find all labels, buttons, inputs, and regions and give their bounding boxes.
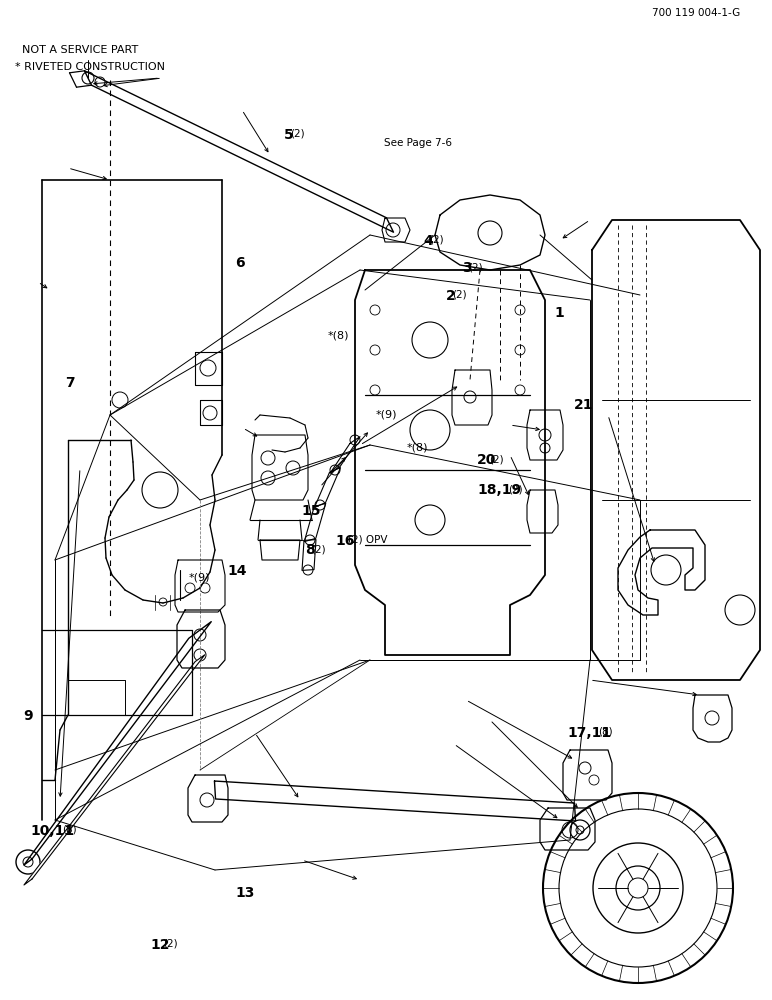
Polygon shape bbox=[592, 220, 760, 680]
Text: *(8): *(8) bbox=[407, 442, 428, 452]
Text: 2: 2 bbox=[446, 289, 456, 303]
Text: (2): (2) bbox=[452, 290, 467, 300]
Text: (2): (2) bbox=[508, 484, 523, 494]
Text: 700 119 004-1-G: 700 119 004-1-G bbox=[652, 8, 740, 18]
Text: 17,11: 17,11 bbox=[567, 726, 611, 740]
Text: (2): (2) bbox=[468, 262, 482, 272]
Polygon shape bbox=[693, 695, 732, 742]
Polygon shape bbox=[355, 270, 545, 655]
Text: (2): (2) bbox=[311, 544, 326, 554]
Text: 12: 12 bbox=[151, 938, 170, 952]
Polygon shape bbox=[24, 655, 205, 885]
Text: 16: 16 bbox=[336, 534, 355, 548]
Text: (2): (2) bbox=[489, 454, 504, 464]
Polygon shape bbox=[215, 781, 576, 821]
Text: *(8): *(8) bbox=[328, 330, 350, 340]
Text: *(9): *(9) bbox=[189, 572, 211, 582]
Text: 4: 4 bbox=[423, 234, 433, 248]
Text: 6: 6 bbox=[235, 256, 245, 270]
Text: NOT A SERVICE PART: NOT A SERVICE PART bbox=[15, 45, 139, 55]
Text: 3: 3 bbox=[462, 261, 471, 275]
Text: (2): (2) bbox=[290, 129, 305, 139]
Text: 13: 13 bbox=[235, 886, 255, 900]
Text: 10,11: 10,11 bbox=[31, 824, 75, 838]
Polygon shape bbox=[24, 622, 212, 865]
Text: 1: 1 bbox=[554, 306, 564, 320]
Text: See Page 7-6: See Page 7-6 bbox=[384, 138, 452, 148]
Text: 9: 9 bbox=[23, 709, 32, 723]
Text: (2): (2) bbox=[429, 235, 444, 245]
Polygon shape bbox=[435, 195, 545, 270]
Text: 21: 21 bbox=[574, 398, 593, 412]
Text: 15: 15 bbox=[301, 504, 320, 518]
Text: *(9): *(9) bbox=[376, 410, 398, 420]
Polygon shape bbox=[84, 71, 394, 232]
Text: (2) OPV: (2) OPV bbox=[348, 535, 388, 545]
Text: * RIVETED CONSTRUCTION: * RIVETED CONSTRUCTION bbox=[15, 62, 165, 72]
Text: (8): (8) bbox=[62, 825, 76, 835]
Text: 8: 8 bbox=[305, 543, 315, 557]
Text: 20: 20 bbox=[477, 453, 496, 467]
Text: (8): (8) bbox=[598, 727, 613, 737]
Text: 5: 5 bbox=[284, 128, 294, 142]
Text: 14: 14 bbox=[228, 564, 247, 578]
Text: (2): (2) bbox=[163, 939, 178, 949]
Text: 7: 7 bbox=[66, 376, 75, 390]
Polygon shape bbox=[618, 530, 705, 615]
Text: 18,19: 18,19 bbox=[477, 483, 521, 497]
